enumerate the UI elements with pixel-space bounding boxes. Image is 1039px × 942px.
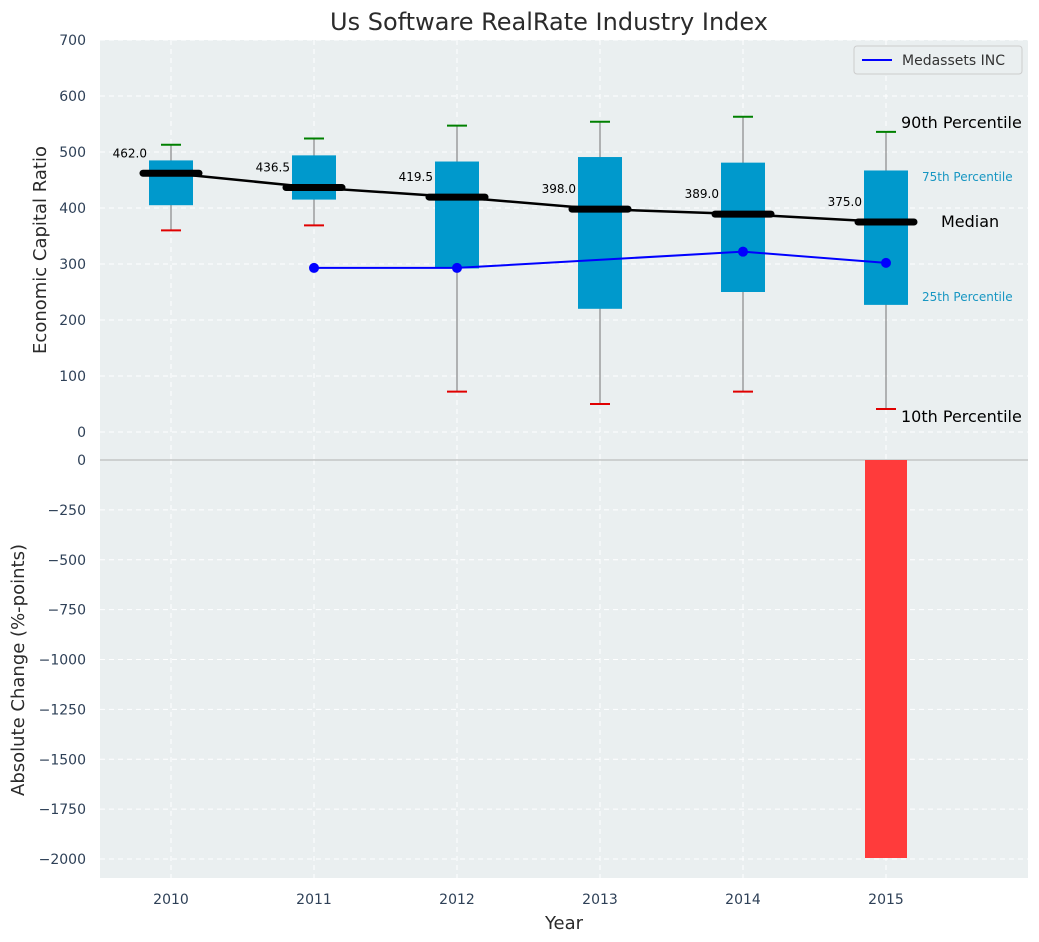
legend-label-medassets: Medassets INC <box>902 53 1005 69</box>
company-point <box>738 246 748 257</box>
x-tick-label: 2012 <box>439 892 475 908</box>
bottom-y-tick-label: −2000 <box>39 852 86 868</box>
top-y-tick-label: 600 <box>59 89 86 105</box>
company-point <box>452 262 462 273</box>
company-point <box>881 257 891 268</box>
iqr-box <box>578 157 622 309</box>
iqr-box <box>864 170 908 305</box>
x-tick-label: 2014 <box>725 892 761 908</box>
top-y-tick-label: 100 <box>59 369 86 385</box>
bottom-y-axis-ticks: 0 −250 −500 −750 −1000 −1250 −1500 −1750 −2000 <box>39 453 86 868</box>
top-y-tick-label: 500 <box>59 145 86 161</box>
median-value-label: 419.5 <box>399 170 433 184</box>
legend: Medassets INC <box>853 45 1023 75</box>
median-value-label: 462.0 <box>113 146 147 160</box>
top-y-tick-label: 400 <box>59 201 86 217</box>
iqr-box <box>292 155 336 200</box>
bottom-y-tick-label: −1750 <box>39 802 86 818</box>
company-series <box>309 246 891 273</box>
bottom-y-tick-label: −500 <box>48 553 86 569</box>
bottom-y-tick-label: −1500 <box>39 752 86 768</box>
top-y-tick-label: 300 <box>59 257 86 273</box>
median-value-label: 375.0 <box>828 195 862 209</box>
x-tick-label: 2015 <box>868 892 904 908</box>
annotation-p75: 75th Percentile <box>922 170 1013 184</box>
x-tick-label: 2013 <box>582 892 618 908</box>
bottom-y-tick-label: 0 <box>77 453 86 469</box>
annotation-p10: 10th Percentile <box>901 407 1022 426</box>
annotation-p25: 25th Percentile <box>922 290 1013 304</box>
bottom-y-tick-label: −750 <box>48 603 86 619</box>
chart-title: Us Software RealRate Industry Index <box>330 8 768 36</box>
x-axis-ticks: 2010 2011 2012 2013 2014 2015 <box>153 892 904 908</box>
company-line <box>314 250 887 269</box>
box-plot-series: 462.0 436.5 419.5 398.0 389.0 375.0 <box>113 115 918 411</box>
bottom-y-tick-label: −1000 <box>39 653 86 669</box>
change-bars <box>865 460 907 859</box>
iqr-box <box>149 160 193 206</box>
annotation-p90: 90th Percentile <box>901 113 1022 132</box>
top-y-tick-label: 700 <box>59 33 86 49</box>
annotation-median: Median <box>941 212 999 231</box>
x-tick-label: 2010 <box>153 892 189 908</box>
median-value-label: 436.5 <box>256 161 290 175</box>
bottom-y-tick-label: −1250 <box>39 702 86 718</box>
company-point <box>309 262 319 273</box>
iqr-box <box>435 161 479 269</box>
top-y-axis-ticks: 0 100 200 300 400 500 600 700 <box>59 33 86 441</box>
median-value-label: 389.0 <box>685 187 719 201</box>
change-bar <box>865 460 907 859</box>
legend-box <box>853 45 1023 75</box>
percentile-annotations: 90th Percentile 75th Percentile Median 2… <box>901 113 1022 426</box>
top-y-tick-label: 0 <box>77 425 86 441</box>
median-value-label: 398.0 <box>542 182 576 196</box>
iqr-box <box>721 162 765 292</box>
x-axis-label: Year <box>544 913 584 934</box>
bottom-y-axis-label: Absolute Change (%-points) <box>8 544 29 796</box>
bottom-y-tick-label: −250 <box>48 503 86 519</box>
top-y-axis-label: Economic Capital Ratio <box>30 146 51 354</box>
x-tick-label: 2011 <box>296 892 332 908</box>
top-y-tick-label: 200 <box>59 313 86 329</box>
